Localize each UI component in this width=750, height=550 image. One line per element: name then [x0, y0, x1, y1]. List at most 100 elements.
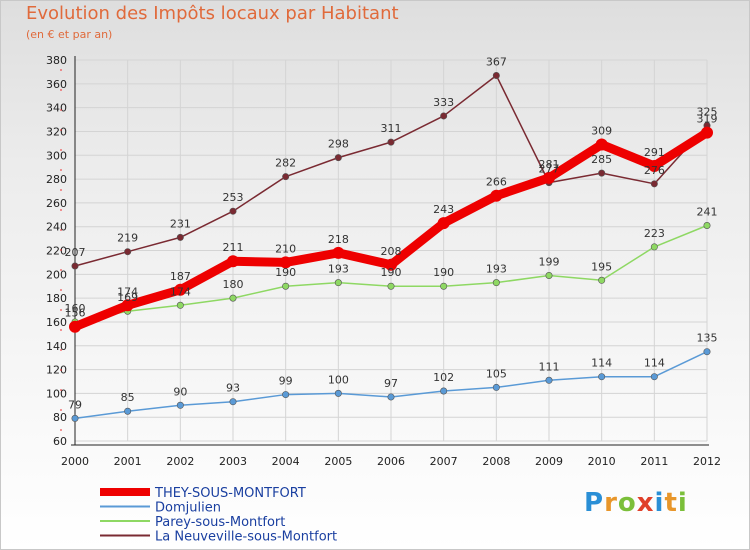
data-label-la-neuveville-sous-montfort: 311 [381, 122, 402, 135]
data-labels: 207 219 231 253 282 298 311 333 367 277 285 276 325 1… [65, 55, 718, 411]
y-tick-label: 280 [46, 173, 67, 186]
logo-letter: t [664, 488, 678, 518]
data-label-domjulien: 90 [173, 385, 187, 398]
data-label-they-sous-montfort: 174 [117, 285, 138, 298]
data-label-la-neuveville-sous-montfort: 253 [223, 191, 244, 204]
data-point-la-neuveville-sous-montfort [387, 138, 395, 146]
data-point-parey-sous-montfort [282, 282, 290, 290]
grid-lines [74, 59, 708, 442]
data-label-domjulien: 97 [384, 377, 398, 390]
y-tick-label: 380 [46, 54, 67, 67]
data-label-domjulien: 111 [539, 360, 560, 373]
series-lines [69, 71, 713, 422]
y-tick-label: 240 [46, 221, 67, 234]
data-label-parey-sous-montfort: 193 [328, 263, 349, 276]
data-point-they-sous-montfort [701, 126, 713, 139]
data-label-parey-sous-montfort: 241 [697, 205, 718, 218]
y-tick-label: 220 [46, 245, 67, 258]
data-label-domjulien: 100 [328, 373, 349, 386]
data-point-la-neuveville-sous-montfort [650, 180, 658, 188]
data-label-domjulien: 114 [591, 357, 612, 370]
data-label-they-sous-montfort: 281 [539, 158, 560, 171]
data-label-parey-sous-montfort: 223 [644, 227, 665, 240]
y-tick-label: 300 [46, 149, 67, 162]
data-point-parey-sous-montfort [387, 282, 395, 290]
x-tick-label: 2010 [588, 455, 616, 468]
y-tick-label: 360 [46, 78, 67, 91]
x-tick-label: 2000 [61, 455, 89, 468]
x-tick-label: 2012 [693, 455, 721, 468]
x-tick-label: 2005 [324, 455, 352, 468]
data-point-they-sous-montfort [543, 171, 555, 184]
data-point-they-sous-montfort [385, 258, 397, 271]
legend-label-la-neuveville-sous-montfort: La Neuveville-sous-Montfort [155, 530, 337, 545]
logo-letter: r [604, 488, 618, 518]
data-point-they-sous-montfort [121, 299, 134, 312]
data-point-domjulien [598, 373, 606, 381]
data-label-parey-sous-montfort: 190 [433, 266, 454, 279]
proxiti-logo: Proxiti [584, 488, 688, 518]
data-label-la-neuveville-sous-montfort: 276 [644, 164, 665, 177]
x-tick-label: 2002 [166, 455, 194, 468]
data-point-domjulien [650, 373, 658, 381]
data-label-domjulien: 85 [121, 391, 135, 404]
data-point-they-sous-montfort [227, 255, 239, 268]
data-point-domjulien [124, 407, 132, 415]
data-point-domjulien [703, 348, 711, 356]
data-label-they-sous-montfort: 319 [697, 113, 718, 126]
data-label-la-neuveville-sous-montfort: 277 [539, 163, 560, 176]
x-tick-label: 2009 [535, 455, 563, 468]
data-point-parey-sous-montfort [545, 272, 553, 280]
data-label-they-sous-montfort: 291 [644, 146, 665, 159]
data-label-domjulien: 135 [697, 332, 718, 345]
data-label-domjulien: 105 [486, 367, 507, 380]
data-point-domjulien [387, 393, 395, 401]
data-point-they-sous-montfort [69, 320, 81, 333]
y-tick-label: 100 [46, 387, 67, 400]
data-point-la-neuveville-sous-montfort [492, 71, 500, 79]
data-point-they-sous-montfort [648, 159, 661, 172]
legend: THEY-SOUS-MONTFORTDomjulienParey-sous-Mo… [100, 486, 337, 545]
data-point-domjulien [440, 387, 448, 395]
data-label-la-neuveville-sous-montfort: 333 [433, 96, 454, 109]
chart-subtitle: (en € et par an) [26, 28, 113, 41]
data-point-they-sous-montfort [595, 138, 608, 151]
data-label-la-neuveville-sous-montfort: 367 [486, 55, 507, 68]
data-point-parey-sous-montfort [492, 279, 500, 287]
data-point-parey-sous-montfort [229, 294, 237, 302]
data-point-parey-sous-montfort [440, 282, 448, 290]
data-label-parey-sous-montfort: 199 [539, 256, 560, 269]
data-label-they-sous-montfort: 218 [328, 233, 349, 246]
logo-letter: o [617, 488, 637, 518]
x-tick-label: 2001 [114, 455, 142, 468]
data-label-they-sous-montfort: 211 [223, 241, 244, 254]
data-label-la-neuveville-sous-montfort: 282 [275, 157, 296, 170]
y-tick-label: 200 [46, 268, 67, 281]
data-label-domjulien: 102 [433, 371, 454, 384]
x-tick-label: 2007 [430, 455, 458, 468]
y-tick-label: 140 [46, 340, 67, 353]
data-point-they-sous-montfort [332, 246, 345, 259]
data-label-la-neuveville-sous-montfort: 231 [170, 217, 191, 230]
data-point-la-neuveville-sous-montfort [440, 112, 448, 120]
data-label-parey-sous-montfort: 190 [275, 266, 296, 279]
data-label-parey-sous-montfort: 190 [381, 266, 402, 279]
x-tick-label: 2003 [219, 455, 247, 468]
data-label-they-sous-montfort: 243 [433, 203, 454, 216]
data-point-they-sous-montfort [490, 189, 503, 202]
data-label-they-sous-montfort: 266 [486, 176, 507, 189]
data-label-la-neuveville-sous-montfort: 325 [697, 105, 718, 118]
logo-letter: x [636, 488, 655, 518]
logo-letter: i [654, 488, 665, 518]
data-point-la-neuveville-sous-montfort [176, 233, 184, 241]
data-point-domjulien [282, 391, 290, 399]
data-point-domjulien [492, 383, 500, 391]
y-tick-label: 120 [46, 364, 67, 377]
data-point-la-neuveville-sous-montfort [71, 262, 79, 270]
data-label-domjulien: 79 [68, 398, 82, 411]
legend-label-parey-sous-montfort: Parey-sous-Montfort [155, 515, 285, 530]
data-label-domjulien: 99 [279, 375, 293, 388]
data-label-la-neuveville-sous-montfort: 219 [117, 232, 138, 245]
